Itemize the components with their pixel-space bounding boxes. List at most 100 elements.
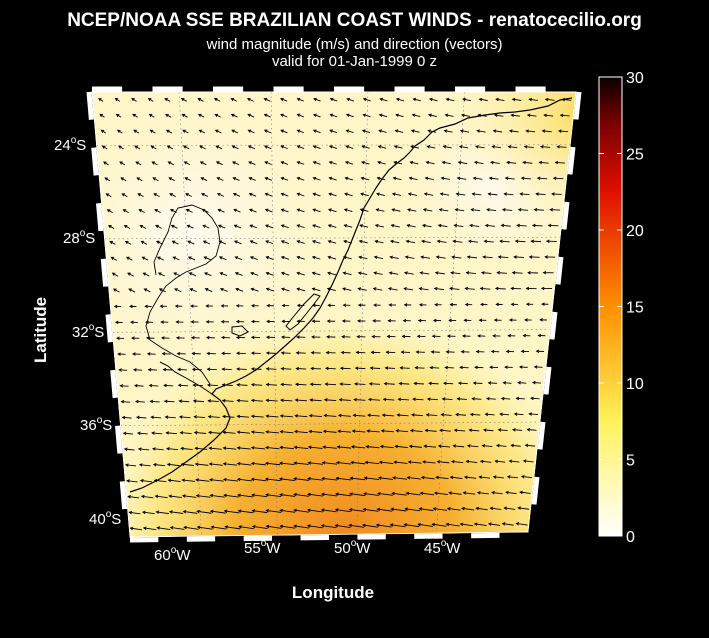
wind-vector <box>406 476 421 480</box>
wind-vector <box>265 287 275 292</box>
wind-vector <box>506 160 517 165</box>
wind-vector <box>263 129 272 134</box>
wind-vector <box>503 192 514 196</box>
wind-vector <box>335 492 351 497</box>
wind-vector <box>265 509 282 513</box>
wind-vector <box>500 223 511 228</box>
wind-vector <box>538 160 549 165</box>
wind-vector <box>265 351 276 355</box>
wind-vector <box>406 223 416 228</box>
wind-vector <box>235 319 245 324</box>
wind-vector <box>412 397 424 401</box>
wind-vector <box>133 383 144 388</box>
wind-vector <box>165 113 172 118</box>
wind-vector <box>235 335 246 340</box>
wind-vector <box>119 161 126 166</box>
wind-vector <box>232 192 241 197</box>
wind-vector <box>502 381 512 385</box>
wind-vector <box>199 161 207 166</box>
wind-vector <box>236 351 246 356</box>
wind-vector <box>493 113 504 118</box>
wind-vector <box>263 97 271 102</box>
wind-vector <box>280 176 289 181</box>
wind-vector <box>345 113 354 118</box>
wind-vector <box>390 507 407 512</box>
wind-vector <box>439 428 451 433</box>
wind-vector <box>321 492 337 497</box>
wind-vector <box>134 145 141 150</box>
wind-vector <box>492 475 504 479</box>
wind-vector <box>505 349 515 354</box>
wind-vector <box>343 208 353 212</box>
wind-vector <box>264 145 272 150</box>
wind-vector <box>192 399 205 403</box>
wind-vector <box>280 161 289 165</box>
wind-vector <box>175 336 185 340</box>
wind-vector <box>114 320 123 325</box>
wind-vector <box>142 526 157 531</box>
wind-vector <box>389 239 400 244</box>
wind-vector <box>409 160 419 165</box>
wind-vector <box>520 176 531 181</box>
wind-vector <box>342 271 352 276</box>
wind-vector <box>168 177 175 182</box>
wind-vector <box>461 113 471 117</box>
wind-vector <box>150 415 162 419</box>
wind-vector <box>510 286 522 291</box>
wind-vector <box>407 192 418 196</box>
wind-vector <box>528 97 538 102</box>
wind-vector <box>236 367 247 371</box>
wind-vector <box>388 271 399 275</box>
wind-vector <box>232 161 240 166</box>
wind-vector <box>294 398 307 402</box>
wind-vector <box>180 446 193 451</box>
wind-vector <box>163 383 174 388</box>
wind-vector <box>250 398 263 403</box>
wind-vector <box>373 303 381 307</box>
wind-vector <box>233 208 241 213</box>
wind-vector <box>250 335 261 340</box>
wind-vector <box>280 129 288 134</box>
wind-vector <box>172 256 180 261</box>
wind-vector <box>246 97 254 102</box>
wind-vector <box>132 352 141 356</box>
wind-vector <box>351 429 366 433</box>
wind-vector <box>469 223 480 228</box>
wind-vector <box>173 272 181 277</box>
wind-vector <box>470 208 481 212</box>
wind-vector <box>488 176 499 181</box>
wind-vector <box>390 224 400 228</box>
wind-vector <box>296 145 305 149</box>
wind-vector <box>376 176 386 181</box>
wind-vector <box>526 427 537 432</box>
wind-vector <box>153 193 160 198</box>
wind-vector <box>219 272 228 277</box>
x-axis-label: Longitude <box>292 583 374 602</box>
wind-vector <box>279 445 294 450</box>
wind-vector <box>517 381 527 385</box>
wind-vector <box>108 225 115 229</box>
colorbar-tick-label: 15 <box>626 300 644 317</box>
lat-label-32: 32oS <box>72 322 104 341</box>
wind-vector <box>199 145 206 150</box>
wind-vector <box>410 145 419 149</box>
wind-vector <box>395 429 409 433</box>
wind-vector <box>404 507 420 512</box>
wind-vector <box>454 208 465 212</box>
wind-vector <box>510 443 521 448</box>
wind-vector <box>217 224 226 229</box>
wind-vector <box>232 177 240 181</box>
wind-vector <box>552 176 564 181</box>
wind-vector <box>443 129 453 133</box>
wind-vector <box>165 431 178 435</box>
wind-vector <box>335 460 352 465</box>
wind-vector <box>377 491 393 496</box>
map-subtitle: wind magnitude (m/s) and direction (vect… <box>206 36 503 53</box>
wind-vector <box>376 507 393 512</box>
wind-vector <box>234 256 243 261</box>
wind-vector <box>251 524 268 529</box>
colorbar-tick-label: 20 <box>626 223 644 240</box>
wind-vector <box>122 209 129 213</box>
wind-vector <box>278 477 295 481</box>
